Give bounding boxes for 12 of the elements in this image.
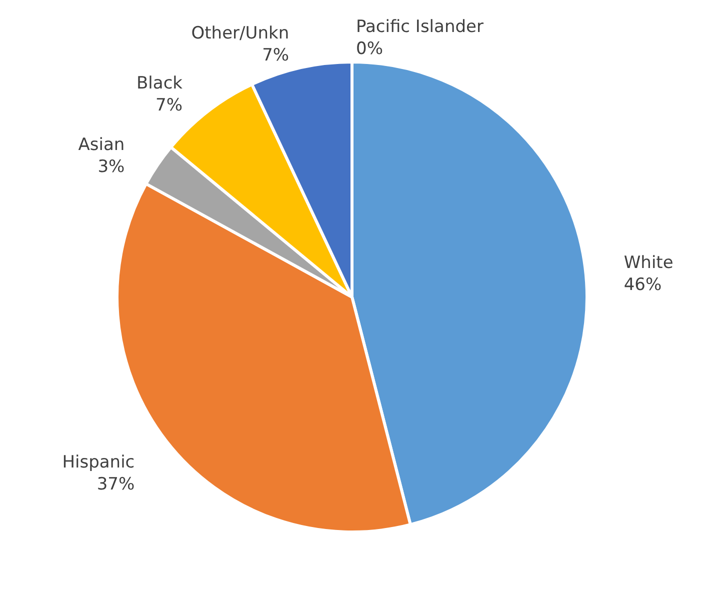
category-label: Pacific Islander (356, 17, 484, 37)
data-label: 37% (96, 474, 135, 494)
slice-label: Black (136, 74, 183, 94)
slice-label: Hispanic (62, 452, 135, 472)
slice-label: Other/Unkn (191, 24, 290, 44)
data-label: 46% (624, 275, 662, 296)
slice-label: Asian (78, 135, 125, 156)
data-label: 7% (156, 96, 183, 116)
data-label: 7% (262, 46, 290, 66)
slice-label: White (624, 253, 674, 274)
text: 0% (356, 39, 383, 59)
data-label: 3% (98, 157, 125, 178)
